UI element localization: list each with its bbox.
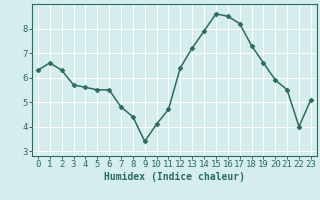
X-axis label: Humidex (Indice chaleur): Humidex (Indice chaleur) xyxy=(104,172,245,182)
